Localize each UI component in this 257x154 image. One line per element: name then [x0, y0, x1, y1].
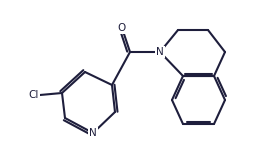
Text: Cl: Cl — [29, 90, 39, 100]
Text: O: O — [118, 23, 126, 33]
Text: N: N — [89, 128, 97, 138]
Text: N: N — [156, 47, 164, 57]
